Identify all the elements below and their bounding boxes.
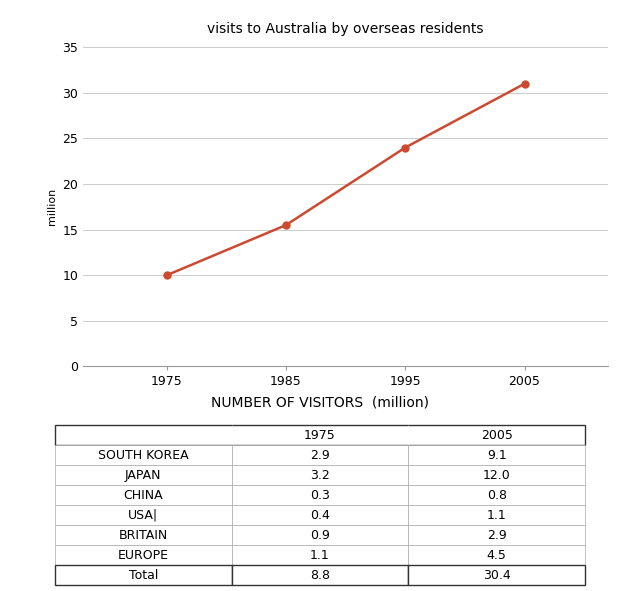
Title: visits to Australia by overseas residents: visits to Australia by overseas resident… xyxy=(207,22,484,37)
Text: NUMBER OF VISITORS  (million): NUMBER OF VISITORS (million) xyxy=(211,396,429,410)
Y-axis label: million: million xyxy=(47,188,57,226)
